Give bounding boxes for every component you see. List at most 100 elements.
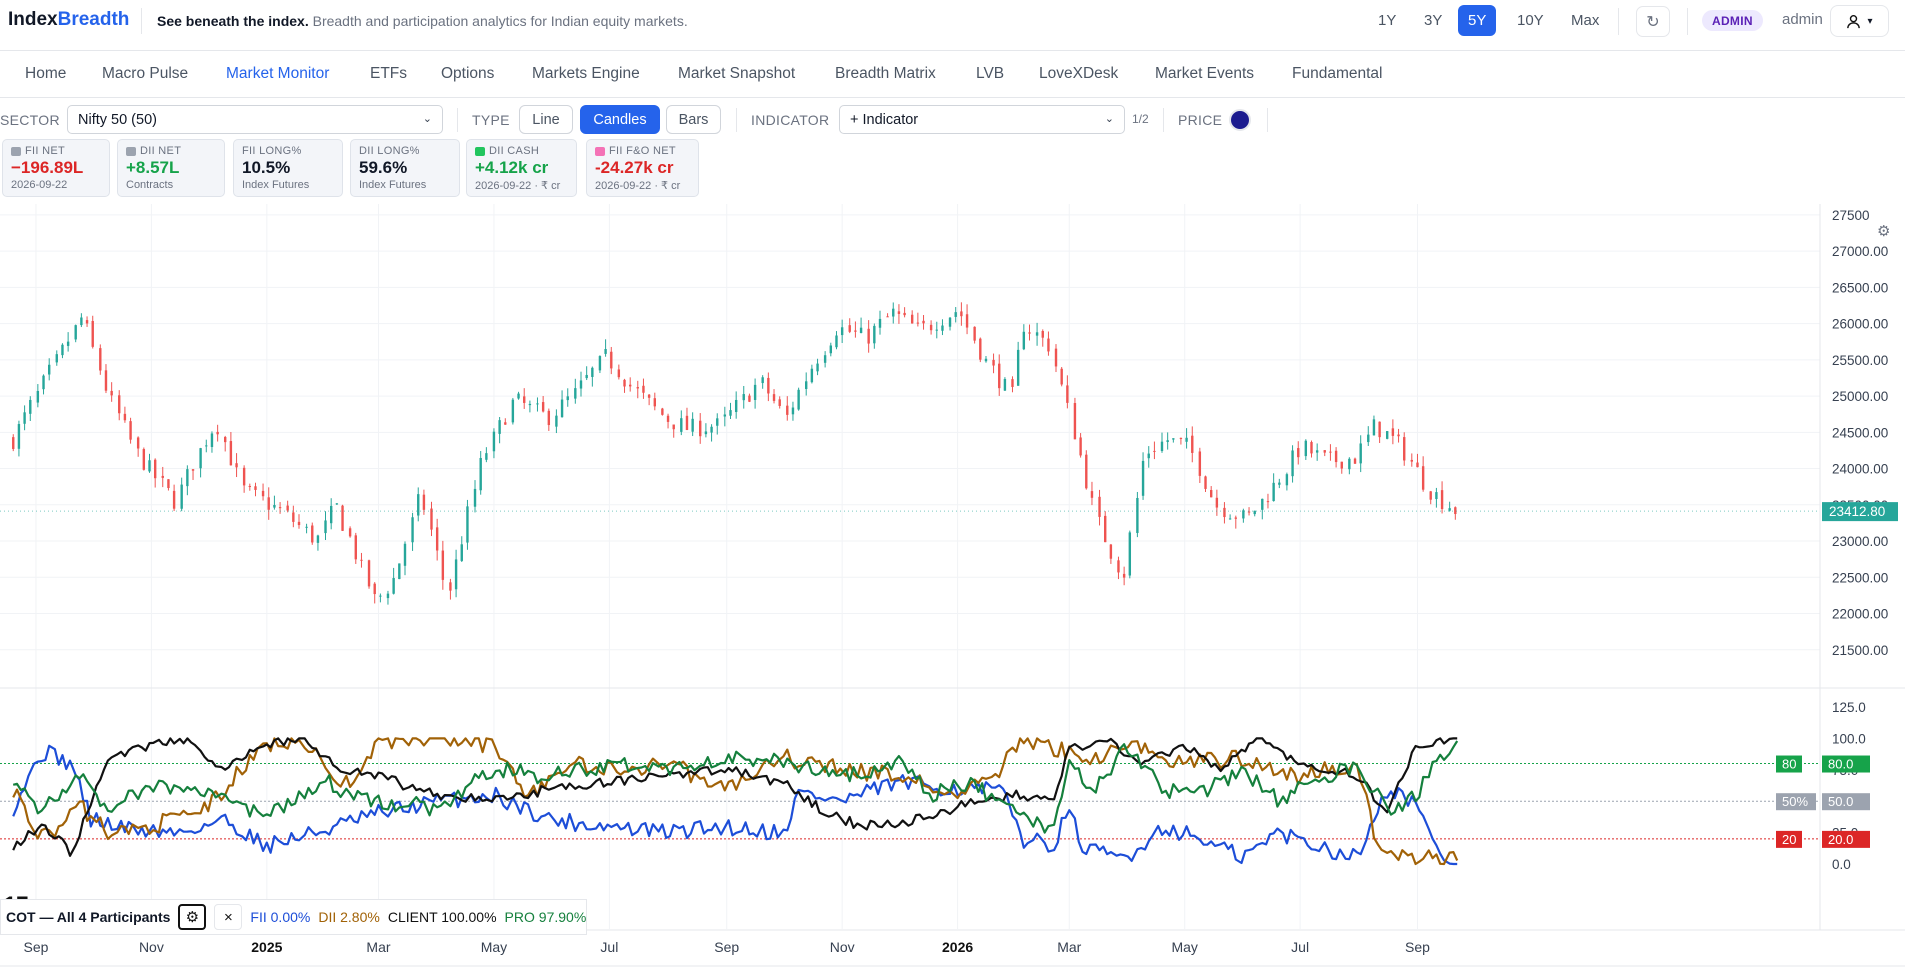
- stat-card-dii-cash[interactable]: DII CASH +4.12k cr 2026-09-22 · ₹ cr: [466, 139, 577, 197]
- stat-card-sub: Index Futures: [242, 179, 310, 191]
- nav-options[interactable]: Options: [441, 65, 495, 82]
- candle: [417, 494, 420, 516]
- candle: [867, 328, 870, 344]
- nav-markets-engine[interactable]: Markets Engine: [532, 65, 640, 82]
- legend-pro: PRO 97.90%: [504, 909, 587, 925]
- nav-home[interactable]: Home: [25, 65, 67, 82]
- candle: [716, 418, 719, 426]
- candle: [74, 325, 77, 340]
- divider: [457, 108, 458, 132]
- candle: [979, 338, 982, 360]
- cot-series-dii: [12, 737, 1459, 866]
- indicator-pager[interactable]: 1/2: [1132, 112, 1149, 126]
- candle: [1340, 461, 1343, 469]
- candle: [1310, 442, 1313, 454]
- candle: [1028, 332, 1031, 334]
- price-tick-label: 24500.00: [1832, 425, 1888, 440]
- candle: [672, 424, 675, 430]
- role-badge: ADMIN: [1702, 10, 1763, 31]
- candle: [354, 535, 357, 560]
- candle: [1234, 517, 1237, 519]
- bank-icon: [11, 146, 21, 156]
- brand-logo[interactable]: IndexBreadth: [8, 9, 130, 30]
- candle: [398, 563, 401, 580]
- candle: [1122, 573, 1126, 578]
- stat-card-dii-net[interactable]: DII NET +8.57L Contracts: [117, 139, 225, 197]
- candle: [1179, 437, 1183, 439]
- candle: [810, 368, 814, 383]
- candle: [591, 367, 594, 377]
- candle: [1435, 492, 1438, 500]
- nav-etfs[interactable]: ETFs: [370, 65, 408, 82]
- candle: [1359, 443, 1362, 464]
- candle: [42, 375, 45, 390]
- stat-card-fii-net[interactable]: FII NET −196.89L 2026-09-22: [2, 139, 110, 197]
- candle: [691, 418, 694, 432]
- chart-svg[interactable]: 27500 27000.00 26500.00 26000.00 25500.00 250…: [0, 204, 1905, 968]
- range-10y[interactable]: 10Y: [1517, 12, 1544, 29]
- refresh-button[interactable]: ↻: [1636, 6, 1670, 37]
- stat-card-dii-long-[interactable]: DII LONG% 59.6% Index Futures: [350, 139, 460, 197]
- range-1y[interactable]: 1Y: [1378, 12, 1397, 29]
- candle: [555, 415, 558, 427]
- type-candles-button[interactable]: Candles: [580, 105, 660, 134]
- reference-value-tag: [1822, 755, 1870, 773]
- candle: [560, 399, 564, 418]
- candle: [498, 420, 501, 434]
- nav-market-monitor[interactable]: Market Monitor: [226, 65, 330, 82]
- range-3y[interactable]: 3Y: [1424, 12, 1443, 29]
- nav-fundamental[interactable]: Fundamental: [1292, 65, 1383, 82]
- candle: [1172, 438, 1175, 440]
- nav-lvb[interactable]: LVB: [976, 65, 1005, 82]
- candle: [17, 424, 21, 449]
- candle: [772, 394, 776, 401]
- candle: [1022, 331, 1026, 350]
- candle: [1223, 507, 1226, 518]
- divider: [1267, 108, 1268, 132]
- type-bars-button[interactable]: Bars: [666, 105, 721, 134]
- candle: [205, 445, 208, 447]
- candle: [1011, 379, 1014, 387]
- user-menu-button[interactable]: ▾: [1830, 5, 1889, 37]
- candle: [1117, 560, 1120, 573]
- divider: [1163, 108, 1164, 132]
- candle: [142, 449, 146, 470]
- candle: [935, 329, 938, 331]
- refresh-icon: ↻: [1646, 13, 1660, 31]
- candle: [242, 467, 246, 486]
- price-color-picker[interactable]: [1229, 109, 1251, 131]
- nav-breadth-matrix[interactable]: Breadth Matrix: [835, 65, 936, 82]
- candle: [430, 508, 433, 530]
- indicator-settings-button[interactable]: ⚙: [178, 904, 207, 930]
- candle: [123, 413, 127, 421]
- time-tick-label: Jul: [1291, 939, 1309, 955]
- nav-macro-pulse[interactable]: Macro Pulse: [102, 65, 189, 82]
- candle: [110, 390, 113, 396]
- candle: [449, 582, 452, 591]
- nav-market-snapshot[interactable]: Market Snapshot: [678, 65, 796, 82]
- range-5y[interactable]: 5Y: [1458, 5, 1497, 36]
- chart-area[interactable]: 27500 27000.00 26500.00 26000.00 25500.00 250…: [0, 204, 1905, 968]
- nav-lovexdesk[interactable]: LoveXDesk: [1039, 65, 1119, 82]
- candle: [1448, 508, 1451, 511]
- range-max[interactable]: Max: [1571, 12, 1600, 29]
- user-icon: [1847, 14, 1861, 28]
- stat-card-label: DII LONG%: [359, 145, 420, 157]
- candle: [1228, 518, 1232, 520]
- candle: [628, 384, 632, 387]
- stat-card-fii-f-o-net[interactable]: FII F&O NET -24.27k cr 2026-09-22 · ₹ cr: [586, 139, 699, 197]
- candle: [278, 507, 282, 509]
- type-line-button[interactable]: Line: [519, 105, 573, 134]
- candle: [1323, 450, 1326, 453]
- candle: [379, 595, 382, 597]
- candle: [161, 475, 164, 478]
- stat-card-fii-long-[interactable]: FII LONG% 10.5% Index Futures: [233, 139, 343, 197]
- stat-card-sub: Index Futures: [359, 179, 427, 191]
- candle: [753, 384, 757, 400]
- indicator-remove-button[interactable]: ×: [214, 904, 243, 930]
- nav-market-events[interactable]: Market Events: [1155, 65, 1255, 82]
- candle: [1329, 451, 1332, 453]
- sector-select[interactable]: Nifty 50 (50) ⌄: [67, 105, 443, 134]
- stat-card-sub: 2026-09-22 · ₹ cr: [475, 180, 561, 192]
- indicator-select[interactable]: + Indicator ⌄: [839, 105, 1125, 134]
